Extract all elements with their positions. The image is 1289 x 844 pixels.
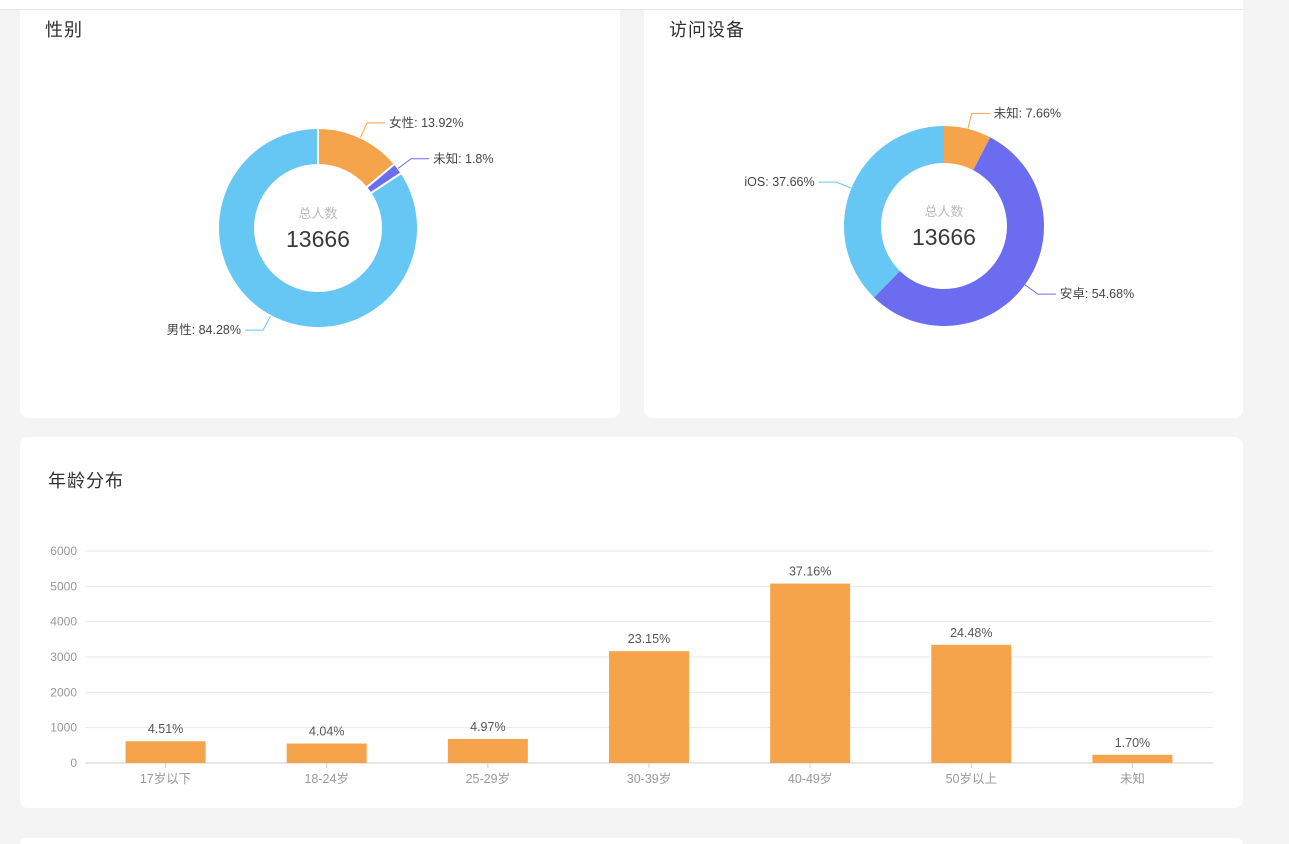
x-axis-category-label: 18-24岁 (304, 771, 348, 786)
bar-17岁以下[interactable] (125, 741, 206, 763)
bar-18-24岁[interactable] (286, 743, 367, 763)
bar-40-49岁[interactable] (770, 583, 851, 763)
age-distribution-card: 年龄分布 0 1000 2000 3000 4000 5000 6000 4.51% 17岁以下… (20, 437, 1243, 808)
device-chart-card: 访问设备 未知: 7.66% 安卓: 54.68% iOS: 37.66% 总人数 … (644, 10, 1243, 418)
bar-50岁以上[interactable] (931, 644, 1012, 763)
gender-chart-title: 性别 (45, 20, 83, 40)
y-axis-tick-label: 4000 (50, 615, 77, 629)
label-leader-line (359, 122, 386, 138)
label-leader-line (397, 158, 430, 169)
label-leader-line (967, 112, 990, 130)
x-axis-category-label: 17岁以下 (140, 771, 191, 786)
donut-slice-安卓[interactable] (874, 137, 1044, 326)
bar-value-label: 4.04% (309, 724, 344, 738)
donut-slice-label: 男性: 84.28% (167, 323, 241, 337)
y-axis-tick-label: 3000 (50, 650, 77, 664)
donut-slice-未知[interactable] (944, 126, 991, 171)
donut-slice-男性[interactable] (217, 126, 419, 329)
y-axis-tick-label: 1000 (50, 721, 77, 735)
gender-chart-card: 性别 女性: 13.92% 未知: 1.8% 男性: 84.28% 总人数 1366… (20, 10, 620, 418)
donut-slice-label: 安卓: 54.68% (1060, 286, 1134, 301)
bar-value-label: 23.15% (628, 632, 670, 646)
bar-value-label: 24.48% (950, 626, 992, 640)
bar-value-label: 4.97% (470, 720, 505, 734)
x-axis-category-label: 未知 (1120, 772, 1145, 786)
y-axis-tick-label: 2000 (50, 685, 77, 699)
y-axis-tick-label: 6000 (50, 544, 77, 558)
gender-donut-chart-canvas[interactable]: 女性: 13.92% 未知: 1.8% 男性: 84.28% (20, 10, 620, 418)
bar-未知[interactable] (1092, 754, 1173, 763)
bar-value-label: 37.16% (789, 565, 831, 579)
bar-value-label: 4.51% (148, 722, 183, 736)
age-chart-title: 年龄分布 (48, 471, 124, 491)
age-bar-chart-canvas[interactable]: 0 1000 2000 3000 4000 5000 6000 4.51% 17岁以下 4.04%… (20, 537, 1243, 805)
y-axis-tick-label: 0 (70, 756, 77, 770)
x-axis-category-label: 50岁以上 (946, 771, 997, 786)
bar-25-29岁[interactable] (447, 739, 528, 763)
label-leader-line (245, 315, 272, 331)
label-leader-line (1024, 284, 1056, 295)
y-axis-tick-label: 5000 (50, 579, 77, 593)
donut-slice-iOS[interactable] (844, 126, 944, 298)
donut-slice-label: iOS: 37.66% (744, 175, 814, 189)
device-donut-chart-canvas[interactable]: 未知: 7.66% 安卓: 54.68% iOS: 37.66% (644, 10, 1243, 418)
donut-slice-label: 未知: 1.8% (433, 152, 493, 166)
x-axis-category-label: 40-49岁 (788, 771, 832, 786)
donut-slice-label: 未知: 7.66% (994, 106, 1061, 120)
label-leader-line (818, 181, 852, 189)
donut-slice-label: 女性: 13.92% (389, 115, 463, 130)
x-axis-category-label: 30-39岁 (627, 771, 671, 786)
device-chart-title: 访问设备 (669, 20, 745, 40)
next-card-partial (20, 838, 1243, 844)
x-axis-category-label: 25-29岁 (466, 771, 510, 786)
bar-value-label: 1.70% (1115, 736, 1150, 750)
previous-row-bottom-edge (0, 0, 1243, 10)
bar-30-39岁[interactable] (609, 651, 689, 763)
